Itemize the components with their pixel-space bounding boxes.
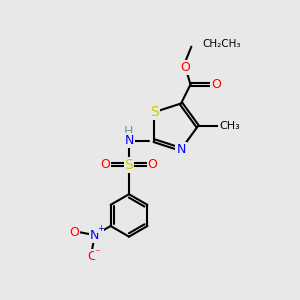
Text: H: H bbox=[124, 125, 134, 138]
Text: CH₃: CH₃ bbox=[219, 122, 240, 131]
Text: O: O bbox=[69, 226, 79, 239]
Text: N: N bbox=[90, 229, 100, 242]
Text: N: N bbox=[176, 143, 186, 156]
Text: N: N bbox=[124, 134, 134, 147]
Text: S: S bbox=[150, 105, 158, 119]
Text: +: + bbox=[97, 224, 104, 233]
Text: O: O bbox=[100, 158, 110, 171]
Text: O: O bbox=[211, 78, 221, 91]
Text: O: O bbox=[148, 158, 158, 171]
Text: ⁻: ⁻ bbox=[94, 248, 100, 258]
Text: S: S bbox=[124, 158, 134, 172]
Text: CH₂CH₃: CH₂CH₃ bbox=[202, 39, 241, 50]
Text: O: O bbox=[180, 61, 190, 74]
Text: O: O bbox=[87, 250, 97, 263]
